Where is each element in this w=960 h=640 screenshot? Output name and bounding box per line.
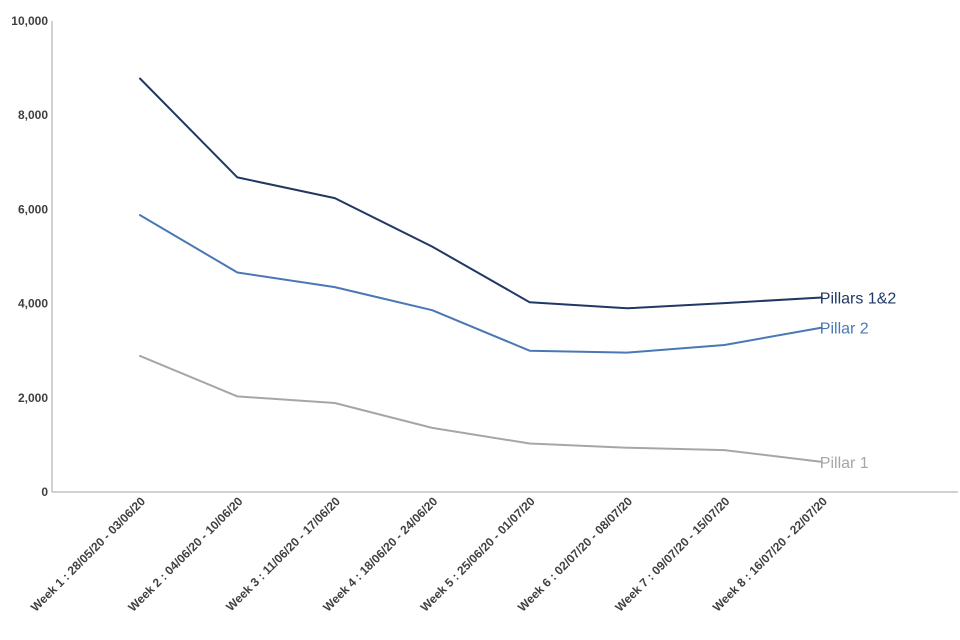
- series-label: Pillars 1&2: [820, 290, 897, 307]
- data-point: [431, 427, 433, 429]
- data-point: [236, 176, 238, 178]
- y-tick-label: 8,000: [18, 108, 48, 122]
- data-point: [334, 402, 336, 404]
- data-point: [139, 214, 141, 216]
- data-point: [626, 307, 628, 309]
- x-tick-label: Week 8 : 16/07/20 - 22/07/20: [710, 494, 830, 614]
- x-tick-label: Week 3 : 11/06/20 - 17/06/20: [223, 494, 343, 614]
- data-point: [723, 344, 725, 346]
- series-lines: [139, 77, 823, 463]
- x-tick-label: Week 1 : 28/05/20 - 03/06/20: [28, 494, 148, 614]
- data-point: [821, 461, 823, 463]
- data-point: [723, 449, 725, 451]
- data-point: [139, 355, 141, 357]
- x-tick-label: Week 2 : 04/06/20 - 10/06/20: [125, 494, 245, 614]
- x-tick-label: Week 4 : 18/06/20 - 24/06/20: [320, 494, 440, 614]
- series-line: [139, 354, 823, 463]
- data-point: [334, 286, 336, 288]
- x-tick-label: Week 5 : 25/06/20 - 01/07/20: [418, 494, 538, 614]
- y-tick-label: 10,000: [11, 14, 48, 28]
- data-point: [626, 352, 628, 354]
- data-point: [821, 296, 823, 298]
- data-point: [529, 301, 531, 303]
- data-point: [236, 395, 238, 397]
- data-point: [821, 327, 823, 329]
- y-tick-label: 2,000: [18, 391, 48, 405]
- y-tick-labels: 0 2,000 4,000 6,000 8,000 10,000: [11, 14, 48, 499]
- x-tick-label: Week 6 : 02/07/20 - 08/07/20: [515, 494, 635, 614]
- data-point: [431, 246, 433, 248]
- data-point: [334, 197, 336, 199]
- series-line: [139, 77, 823, 310]
- series-label: Pillar 2: [820, 321, 869, 338]
- series-label: Pillar 1: [820, 455, 869, 472]
- data-point: [723, 302, 725, 304]
- data-point: [529, 442, 531, 444]
- series-labels: Pillars 1&2 Pillar 2 Pillar 1: [820, 290, 897, 471]
- data-point: [626, 447, 628, 449]
- data-point: [431, 309, 433, 311]
- data-point: [236, 272, 238, 274]
- data-point: [139, 77, 141, 79]
- data-point: [529, 350, 531, 352]
- chart-axes: [51, 21, 958, 493]
- x-tick-label: Week 7 : 09/07/20 - 15/07/20: [612, 494, 732, 614]
- y-tick-label: 4,000: [18, 297, 48, 311]
- y-tick-label: 0: [41, 485, 48, 499]
- y-tick-label: 6,000: [18, 202, 48, 216]
- series-line: [139, 214, 823, 354]
